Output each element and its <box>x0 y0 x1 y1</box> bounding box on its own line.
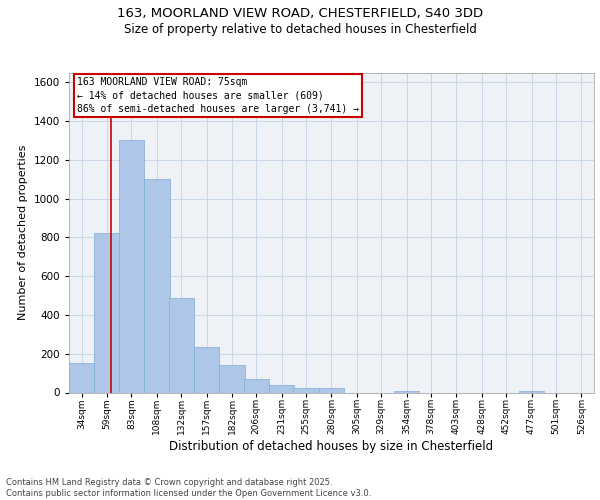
Bar <box>119 140 144 392</box>
Bar <box>519 390 544 392</box>
Bar <box>293 388 319 392</box>
Text: Size of property relative to detached houses in Chesterfield: Size of property relative to detached ho… <box>124 22 476 36</box>
Bar <box>144 179 170 392</box>
Bar <box>169 298 194 392</box>
Bar <box>219 366 245 392</box>
Text: Contains HM Land Registry data © Crown copyright and database right 2025.
Contai: Contains HM Land Registry data © Crown c… <box>6 478 371 498</box>
Bar <box>244 379 269 392</box>
Y-axis label: Number of detached properties: Number of detached properties <box>18 145 28 320</box>
Bar <box>69 364 94 392</box>
Text: 163 MOORLAND VIEW ROAD: 75sqm
← 14% of detached houses are smaller (609)
86% of : 163 MOORLAND VIEW ROAD: 75sqm ← 14% of d… <box>77 78 359 114</box>
Bar <box>194 347 219 393</box>
X-axis label: Distribution of detached houses by size in Chesterfield: Distribution of detached houses by size … <box>169 440 494 453</box>
Bar <box>394 390 419 392</box>
Text: 163, MOORLAND VIEW ROAD, CHESTERFIELD, S40 3DD: 163, MOORLAND VIEW ROAD, CHESTERFIELD, S… <box>117 8 483 20</box>
Bar <box>319 388 344 392</box>
Bar <box>94 234 120 392</box>
Bar <box>269 384 295 392</box>
